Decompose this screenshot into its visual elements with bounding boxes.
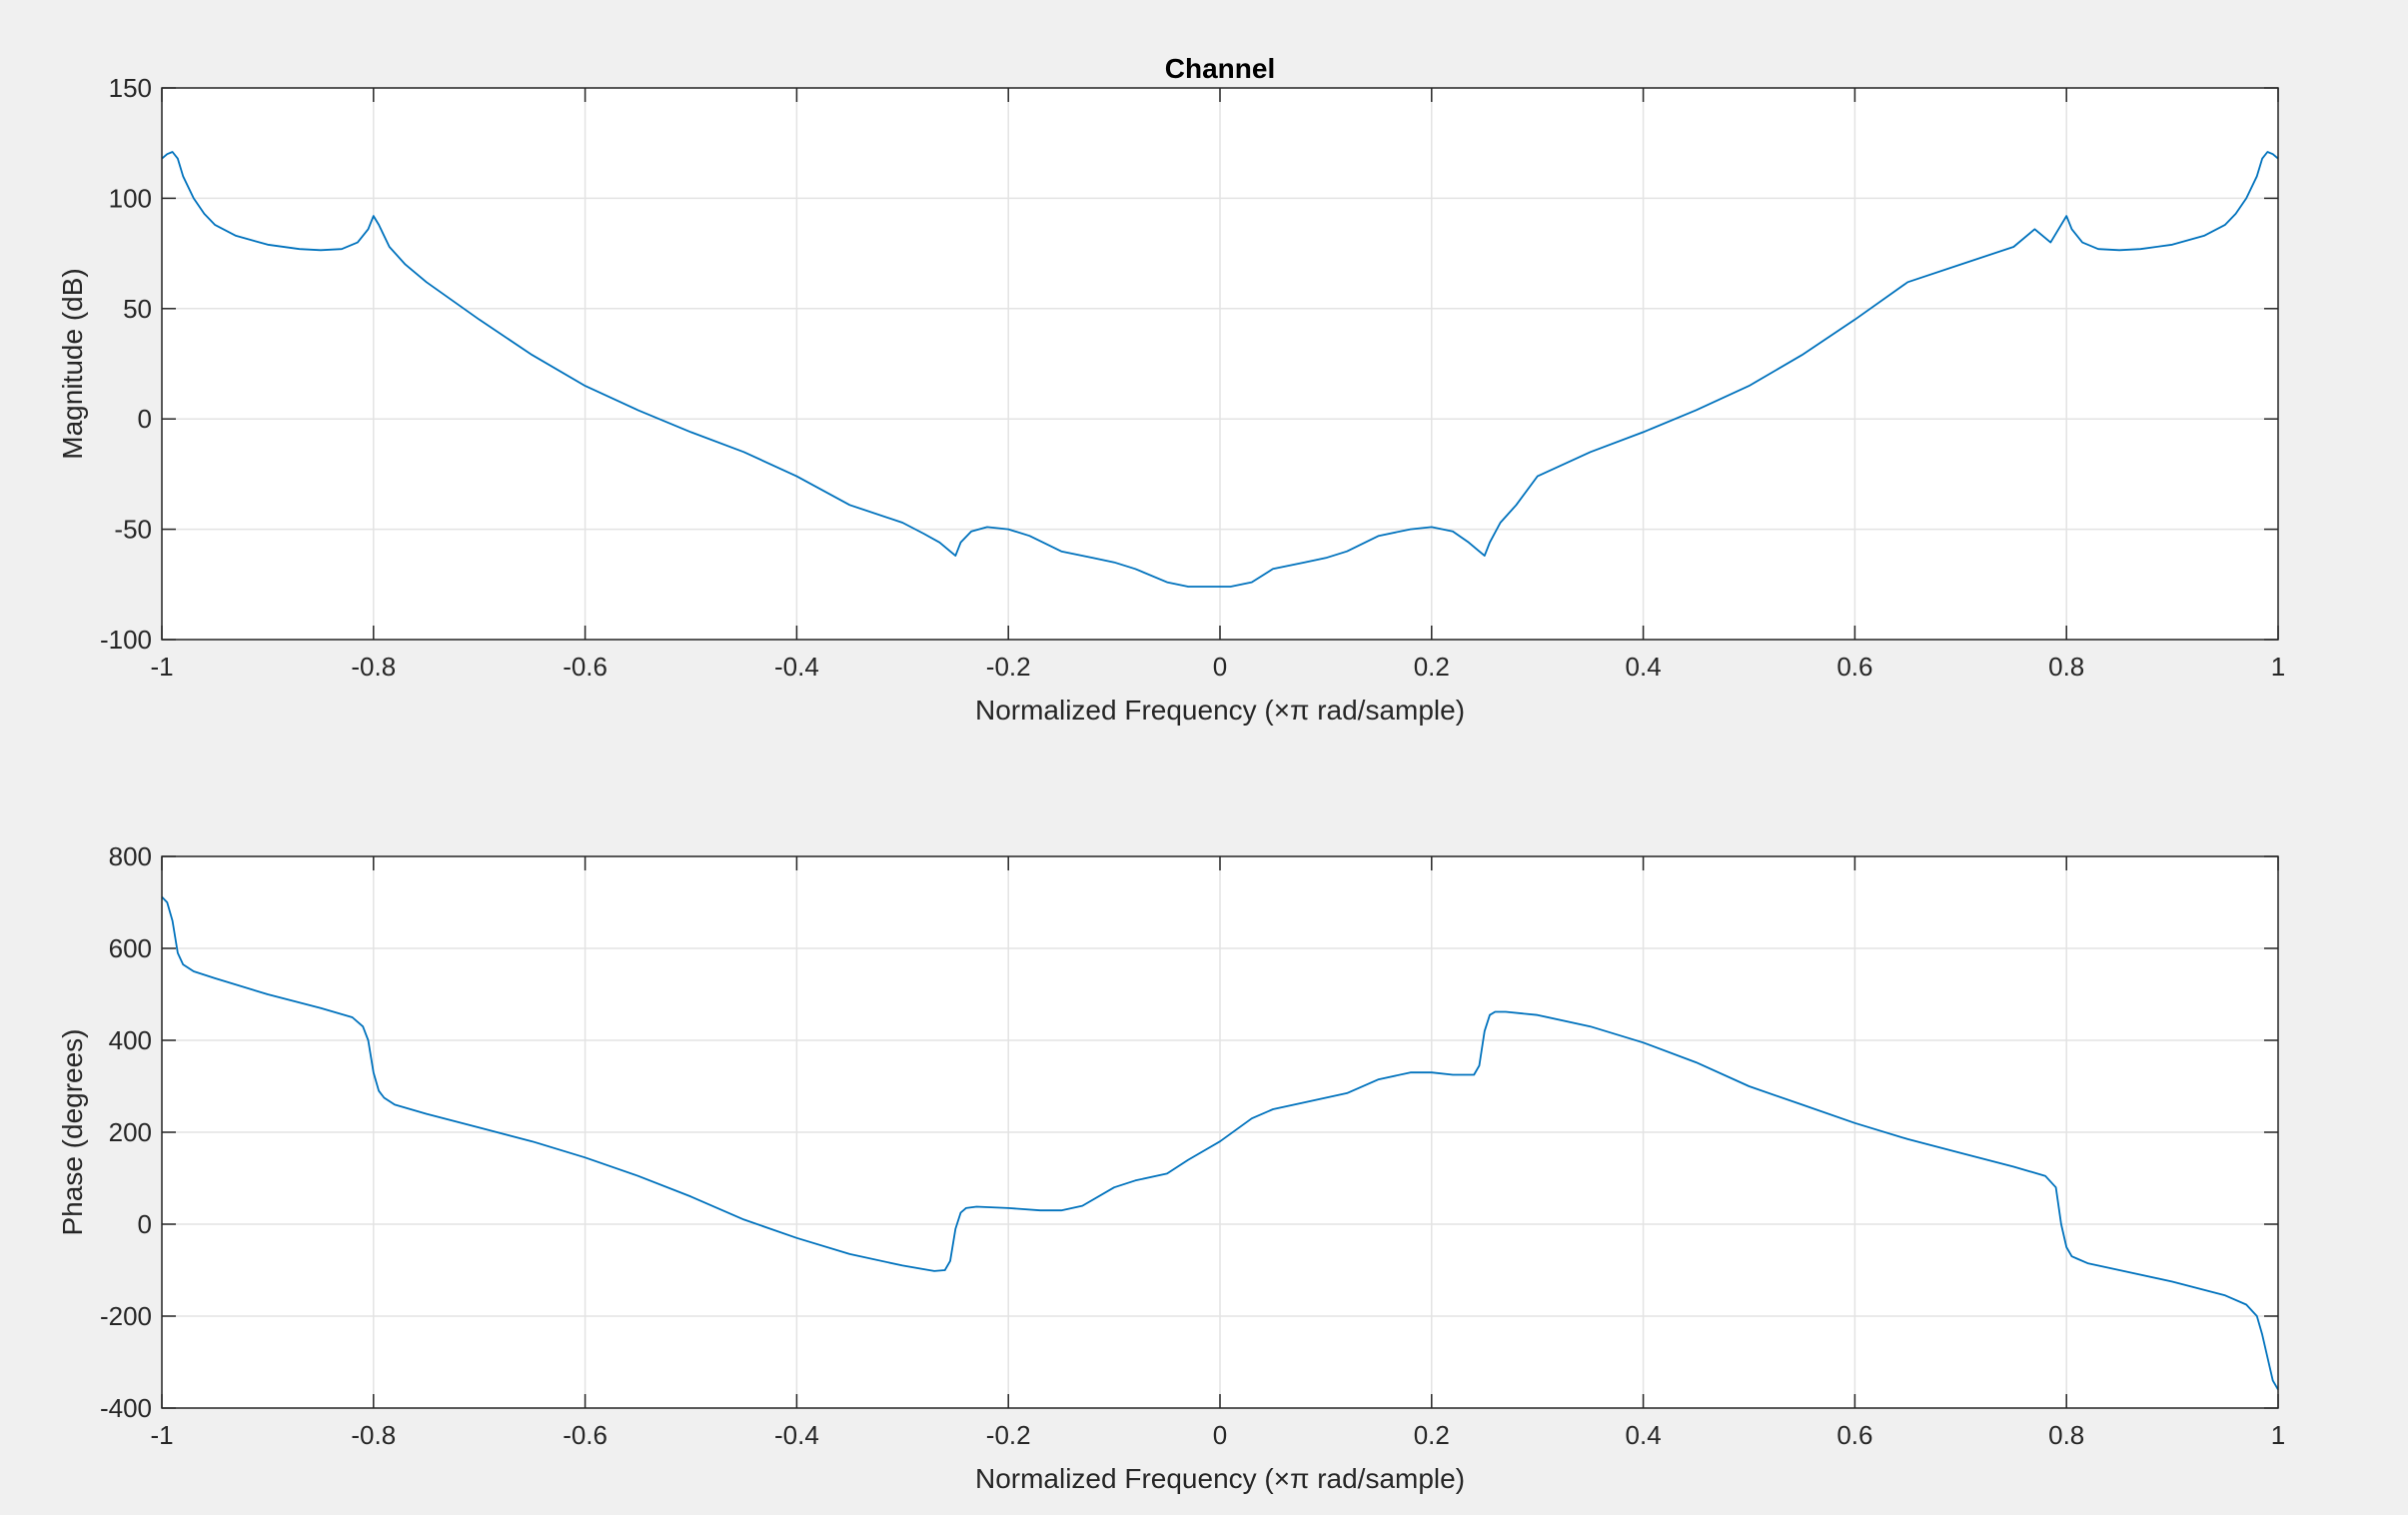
phase-x-tick-label: -1 bbox=[150, 1420, 173, 1450]
magnitude-y-axis-label: Magnitude (dB) bbox=[57, 268, 88, 459]
phase-x-tick-label: -0.8 bbox=[351, 1420, 396, 1450]
magnitude-x-tick-label: 0.6 bbox=[1836, 652, 1872, 682]
magnitude-y-tick-label: 100 bbox=[109, 183, 152, 213]
magnitude-y-tick-label: 0 bbox=[138, 404, 152, 434]
phase-x-tick-label: 0.8 bbox=[2048, 1420, 2084, 1450]
magnitude-x-tick-label: 1 bbox=[2271, 652, 2285, 682]
phase-x-axis-label: Normalized Frequency (×π rad/sample) bbox=[975, 1463, 1465, 1494]
phase-x-tick-label: 0.6 bbox=[1836, 1420, 1872, 1450]
magnitude-x-tick-label: 0 bbox=[1213, 652, 1227, 682]
phase-y-tick-label: 600 bbox=[109, 933, 152, 963]
magnitude-x-axis-label: Normalized Frequency (×π rad/sample) bbox=[975, 695, 1465, 726]
phase-y-tick-label: 0 bbox=[138, 1209, 152, 1239]
phase-y-tick-label: -200 bbox=[100, 1301, 152, 1331]
phase-y-tick-label: 800 bbox=[109, 841, 152, 871]
phase-y-tick-label: 400 bbox=[109, 1025, 152, 1055]
magnitude-x-tick-label: -0.8 bbox=[351, 652, 396, 682]
magnitude-series-line bbox=[161, 151, 2279, 588]
phase-axes-box bbox=[161, 855, 2279, 1409]
magnitude-y-tick-label: -50 bbox=[114, 515, 152, 545]
magnitude-x-tick-label: -0.6 bbox=[563, 652, 607, 682]
magnitude-x-tick-label: -0.4 bbox=[774, 652, 819, 682]
magnitude-axes-box bbox=[161, 87, 2279, 641]
phase-x-tick-label: 1 bbox=[2271, 1420, 2285, 1450]
magnitude-plot: -1 -0.8 -0.6 -0.4 -0.2 0 0.2 0.4 0.6 0.8 1 -100 -50 0… bbox=[57, 53, 2285, 726]
phase-series-line bbox=[161, 895, 2279, 1391]
phase-y-tick-label: -400 bbox=[100, 1393, 152, 1423]
magnitude-plot-title: Channel bbox=[1165, 53, 1275, 84]
phase-x-tick-label: -0.4 bbox=[774, 1420, 819, 1450]
magnitude-x-tick-label: -1 bbox=[150, 652, 173, 682]
magnitude-y-tick-label: -100 bbox=[100, 625, 152, 655]
magnitude-x-tick-label: 0.8 bbox=[2048, 652, 2084, 682]
phase-plot: -1 -0.8 -0.6 -0.4 -0.2 0 0.2 0.4 0.6 0.8 1 -400 -200… bbox=[57, 841, 2285, 1494]
magnitude-ticks: -1 -0.8 -0.6 -0.4 -0.2 0 0.2 0.4 0.6 0.8 1 -100 -50 0… bbox=[100, 73, 2285, 682]
magnitude-x-tick-label: 0.2 bbox=[1414, 652, 1450, 682]
phase-x-tick-label: 0 bbox=[1213, 1420, 1227, 1450]
phase-y-tick-label: 200 bbox=[109, 1117, 152, 1147]
phase-x-tick-label: -0.2 bbox=[986, 1420, 1031, 1450]
magnitude-x-tick-label: 0.4 bbox=[1626, 652, 1662, 682]
phase-y-axis-label: Phase (degrees) bbox=[57, 1028, 88, 1235]
magnitude-x-tick-label: -0.2 bbox=[986, 652, 1031, 682]
phase-x-tick-label: 0.2 bbox=[1414, 1420, 1450, 1450]
magnitude-y-tick-label: 150 bbox=[109, 73, 152, 103]
phase-x-tick-label: 0.4 bbox=[1626, 1420, 1662, 1450]
magnitude-y-tick-label: 50 bbox=[123, 294, 152, 324]
phase-x-tick-label: -0.6 bbox=[563, 1420, 607, 1450]
